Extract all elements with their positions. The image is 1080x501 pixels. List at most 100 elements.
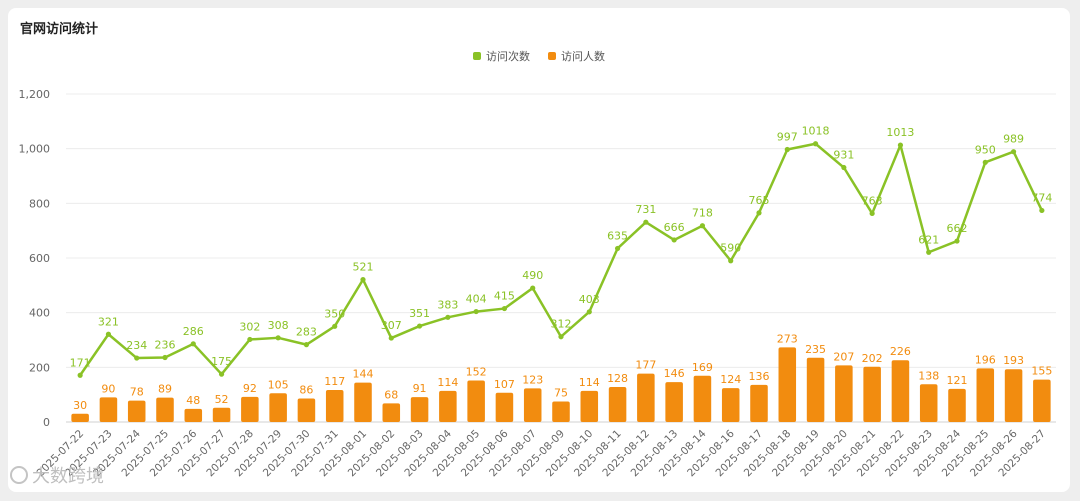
line-point [332,323,338,329]
line-value-label: 490 [522,269,543,282]
chart-plot: 0 200 400 600 800 1,000 1,200 30 90 78 89 48 52 92 105… [19,88,1056,479]
line-point [643,219,649,225]
line-point [558,334,564,340]
line-point [954,238,960,244]
bar [976,368,995,422]
bar-value-label: 177 [635,359,656,372]
line-value-label: 286 [183,325,204,338]
y-tick-label: 1,200 [19,88,51,101]
line-value-label: 321 [98,315,119,328]
legend: 访问次数 访问人数 [8,48,1070,64]
bar-value-label: 155 [1031,365,1052,378]
line-point [530,285,536,291]
line-point [614,245,621,252]
watermark: 大数跨境 [10,462,104,488]
bar-value-label: 193 [1003,354,1024,367]
bar-value-label: 92 [243,382,257,395]
line-value-label: 404 [466,293,487,306]
bar-value-label: 138 [918,369,939,382]
bar [608,387,627,422]
bar [127,400,146,422]
y-tick-label: 400 [29,307,50,320]
bar-value-label: 169 [692,361,713,374]
bar-value-label: 30 [73,399,87,412]
bar [637,373,655,422]
series-line [79,142,1043,376]
bar-value-label: 91 [413,382,427,395]
bar [778,347,797,422]
bar-value-label: 117 [324,375,345,388]
line-value-label: 307 [381,319,402,332]
line-value-label: 236 [155,338,176,351]
bar [212,407,231,422]
line-point [77,372,83,378]
bar [1033,379,1051,422]
bar [184,408,203,422]
line-value-label: 621 [918,233,939,246]
line-value-label: 931 [833,149,854,162]
y-tick-label: 0 [43,416,50,429]
bar [439,390,457,422]
line-value-label: 403 [579,293,600,306]
bar-value-label: 89 [158,383,172,396]
bar [919,384,938,422]
bar-value-label: 48 [186,394,200,407]
line-point [388,335,394,341]
y-tick-label: 600 [29,252,50,265]
line-value-label: 383 [437,298,458,311]
line-point [671,237,677,243]
line-point [586,309,592,315]
watermark-logo-icon [10,466,28,484]
bar-value-label: 207 [833,350,854,363]
bar [495,392,514,422]
line-point [360,276,366,283]
line-point [445,314,451,320]
line-value-label: 765 [749,194,770,207]
line-value-label: 635 [607,229,628,242]
bar [948,388,966,422]
bar [467,380,485,422]
bar-value-label: 107 [494,378,515,391]
line-point [926,249,932,255]
line-value-label: 415 [494,290,515,303]
bar-value-label: 146 [664,367,685,380]
line-value-label: 774 [1031,191,1052,204]
line-point [247,336,253,343]
line-value-label: 521 [353,261,374,274]
line-point [982,159,988,165]
line-point [784,146,790,153]
line-point [1039,207,1045,214]
bar-value-label: 273 [777,332,798,345]
bar [99,397,118,422]
legend-label-visits: 访问次数 [486,50,530,63]
line-value-label: 997 [777,130,798,143]
legend-item-visits[interactable]: 访问次数 [473,48,530,64]
y-tick-label: 1,000 [19,143,51,156]
line-value-label: 950 [975,143,996,156]
bar [693,375,712,422]
bar [552,401,570,422]
line-point [756,210,762,216]
bar-value-label: 90 [101,382,115,395]
bar [580,390,599,422]
line-value-label: 283 [296,326,317,339]
line-point [134,355,140,361]
line-point [501,305,508,312]
bar [806,357,825,422]
bar [241,396,259,422]
line-point [473,308,479,315]
legend-item-visitors[interactable]: 访问人数 [548,48,605,64]
bar-value-label: 105 [268,378,289,391]
line-point [218,371,225,377]
bar [269,393,287,422]
bar [410,397,429,422]
bar-value-label: 114 [579,376,600,389]
bar-value-label: 86 [299,383,313,396]
bar-value-label: 144 [353,368,374,381]
line-value-label: 175 [211,355,232,368]
bar-value-label: 124 [720,373,741,386]
line-value-label: 731 [635,203,656,216]
chart-title: 官网访问统计 [20,22,99,37]
line-value-label: 662 [947,222,968,235]
bar-value-label: 136 [749,370,770,383]
